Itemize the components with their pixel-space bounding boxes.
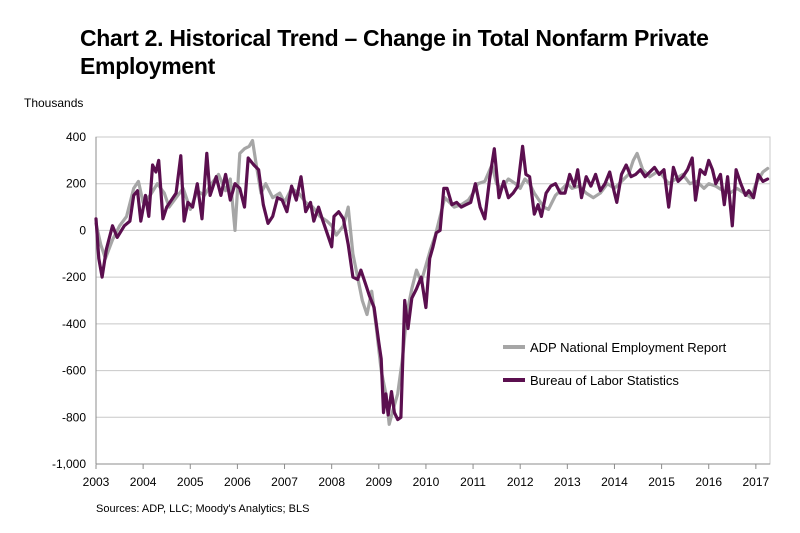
y-axis-label: Thousands — [24, 96, 84, 110]
x-tick-label: 2007 — [271, 475, 298, 489]
x-tick-label: 2008 — [318, 475, 345, 489]
y-tick-label: -600 — [62, 364, 86, 378]
y-tick-label: 0 — [79, 223, 86, 237]
y-tick-label: 200 — [66, 177, 86, 191]
series-lines — [94, 138, 770, 426]
y-axis-ticks: 400 200 0 -200 -400 -600 -800 -1,000 — [52, 130, 86, 471]
x-tick-label: 2006 — [224, 475, 251, 489]
legend-label-adp: ADP National Employment Report — [530, 340, 727, 355]
x-tick-label: 2017 — [743, 475, 770, 489]
x-tick-label: 2011 — [460, 475, 486, 489]
y-tick-label: -1,000 — [52, 457, 86, 471]
x-tick-label: 2016 — [695, 475, 722, 489]
axes — [95, 136, 771, 465]
legend-label-bls: Bureau of Labor Statistics — [530, 373, 679, 388]
x-axis-ticks: 2003 2004 2005 2006 2007 2008 2009 2010 2011 2012… — [83, 464, 770, 489]
y-tick-label: -400 — [62, 317, 86, 331]
legend: ADP National Employment Report Bureau of … — [503, 340, 727, 388]
y-tick-label: 400 — [66, 130, 86, 144]
y-tick-label: -800 — [62, 410, 86, 424]
x-tick-label: 2005 — [177, 475, 204, 489]
x-tick-label: 2009 — [365, 475, 392, 489]
x-tick-label: 2003 — [83, 475, 110, 489]
chart-title: Chart 2. Historical Trend – Change in To… — [80, 25, 709, 79]
y-tick-label: -200 — [62, 270, 86, 284]
x-tick-label: 2012 — [507, 475, 534, 489]
x-tick-label: 2013 — [554, 475, 581, 489]
x-tick-label: 2015 — [648, 475, 675, 489]
series-line-bls — [94, 144, 770, 422]
x-tick-label: 2014 — [601, 475, 628, 489]
x-tick-label: 2004 — [130, 475, 157, 489]
x-tick-label: 2010 — [413, 475, 440, 489]
source-note: Sources: ADP, LLC; Moody's Analytics; BL… — [96, 503, 310, 515]
